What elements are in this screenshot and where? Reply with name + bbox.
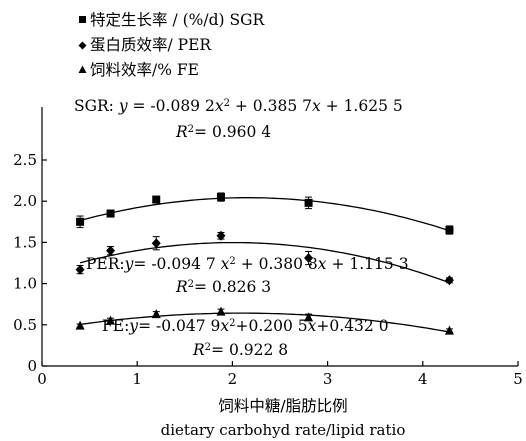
sgr-point [216,193,225,202]
y-tick-label: 0 [27,357,37,375]
data-points [75,192,454,335]
legend-fe-cn: 饲料效率 [90,61,152,79]
svg-text:特定生长率 / (%/d) SGR: 特定生长率 / (%/d) SGR [90,11,265,29]
y-ticks: 0 0.5 1.0 1.5 2.0 2.5 [13,151,47,375]
fe-point [216,306,226,316]
legend-sgr-label: / (%/d) SGR [168,11,266,29]
y-tick-label: 1.5 [13,233,37,251]
fit-curve-1 [79,241,450,284]
svg-text:饲料效率/% FE: 饲料效率/% FE [90,61,199,79]
sgr-point [304,198,313,207]
per-point [106,245,116,256]
fit-curve-2 [80,312,450,333]
y-tick-label: 2.5 [13,151,37,169]
sgr-equation: SGR: y = -0.089 2x2 + 0.385 7x + 1.625 5 [74,97,403,115]
per-point [75,264,85,275]
per-point [444,275,454,286]
x-ticks: 0 1 2 3 4 5 [37,361,523,388]
x-axis-label-en: dietary carbohyd rate/lipid ratio [161,421,406,439]
y-tick-label: 1.0 [13,275,37,293]
x-tick-label: 1 [132,370,142,388]
svg-text:蛋白质效率/ PER: 蛋白质效率/ PER [90,36,212,54]
legend-sgr-cn: 特定生长率 [90,11,168,29]
x-tick-label: 4 [418,370,428,388]
fe-point [151,309,161,319]
per-r2: R2= 0.826 3 [175,278,271,296]
y-tick-label: 0.5 [13,316,37,334]
fe-point [304,312,314,322]
legend-diamond-marker [78,41,87,50]
per-equation: PER:y= -0.094 7 x2 + 0.380 8x + 1.115 3 [86,255,409,273]
fit-curve-0 [79,197,450,232]
legend-triangle-marker [78,65,87,73]
legend: 特定生长率 / (%/d) SGR 蛋白质效率/ PER 饲料效率/% FE [78,11,265,79]
legend-square-marker [79,16,86,23]
fe-point [444,325,454,335]
fit-curves [79,197,450,333]
fe-r2: R2= 0.922 8 [192,341,288,359]
per-point [151,238,161,249]
legend-fe-label: /% FE [152,61,199,79]
y-tick-label: 2.0 [13,192,37,210]
fe-equation: FE:y= -0.047 9x2+0.200 5x+0.432 0 [102,317,389,335]
sgr-point [445,226,454,235]
legend-item-sgr: 特定生长率 / (%/d) SGR [79,11,265,29]
per-point [304,253,314,264]
x-tick-label: 0 [37,370,47,388]
fe-point [106,315,116,325]
x-tick-label: 2 [228,370,238,388]
legend-per-label: / PER [168,36,213,54]
sgr-point [152,195,161,204]
x-tick-label: 5 [513,370,523,388]
sgr-point [106,209,115,218]
sgr-point [76,217,85,226]
legend-item-fe: 饲料效率/% FE [78,61,199,79]
sgr-r2: R2= 0.960 4 [175,123,271,141]
x-axis-label-cn: 饲料中糖/脂肪比例 [218,397,347,415]
legend-per-cn: 蛋白质效率 [90,36,168,54]
legend-item-per: 蛋白质效率/ PER [78,36,212,54]
per-point [216,230,226,241]
fe-point [75,320,85,330]
x-tick-label: 3 [323,370,333,388]
